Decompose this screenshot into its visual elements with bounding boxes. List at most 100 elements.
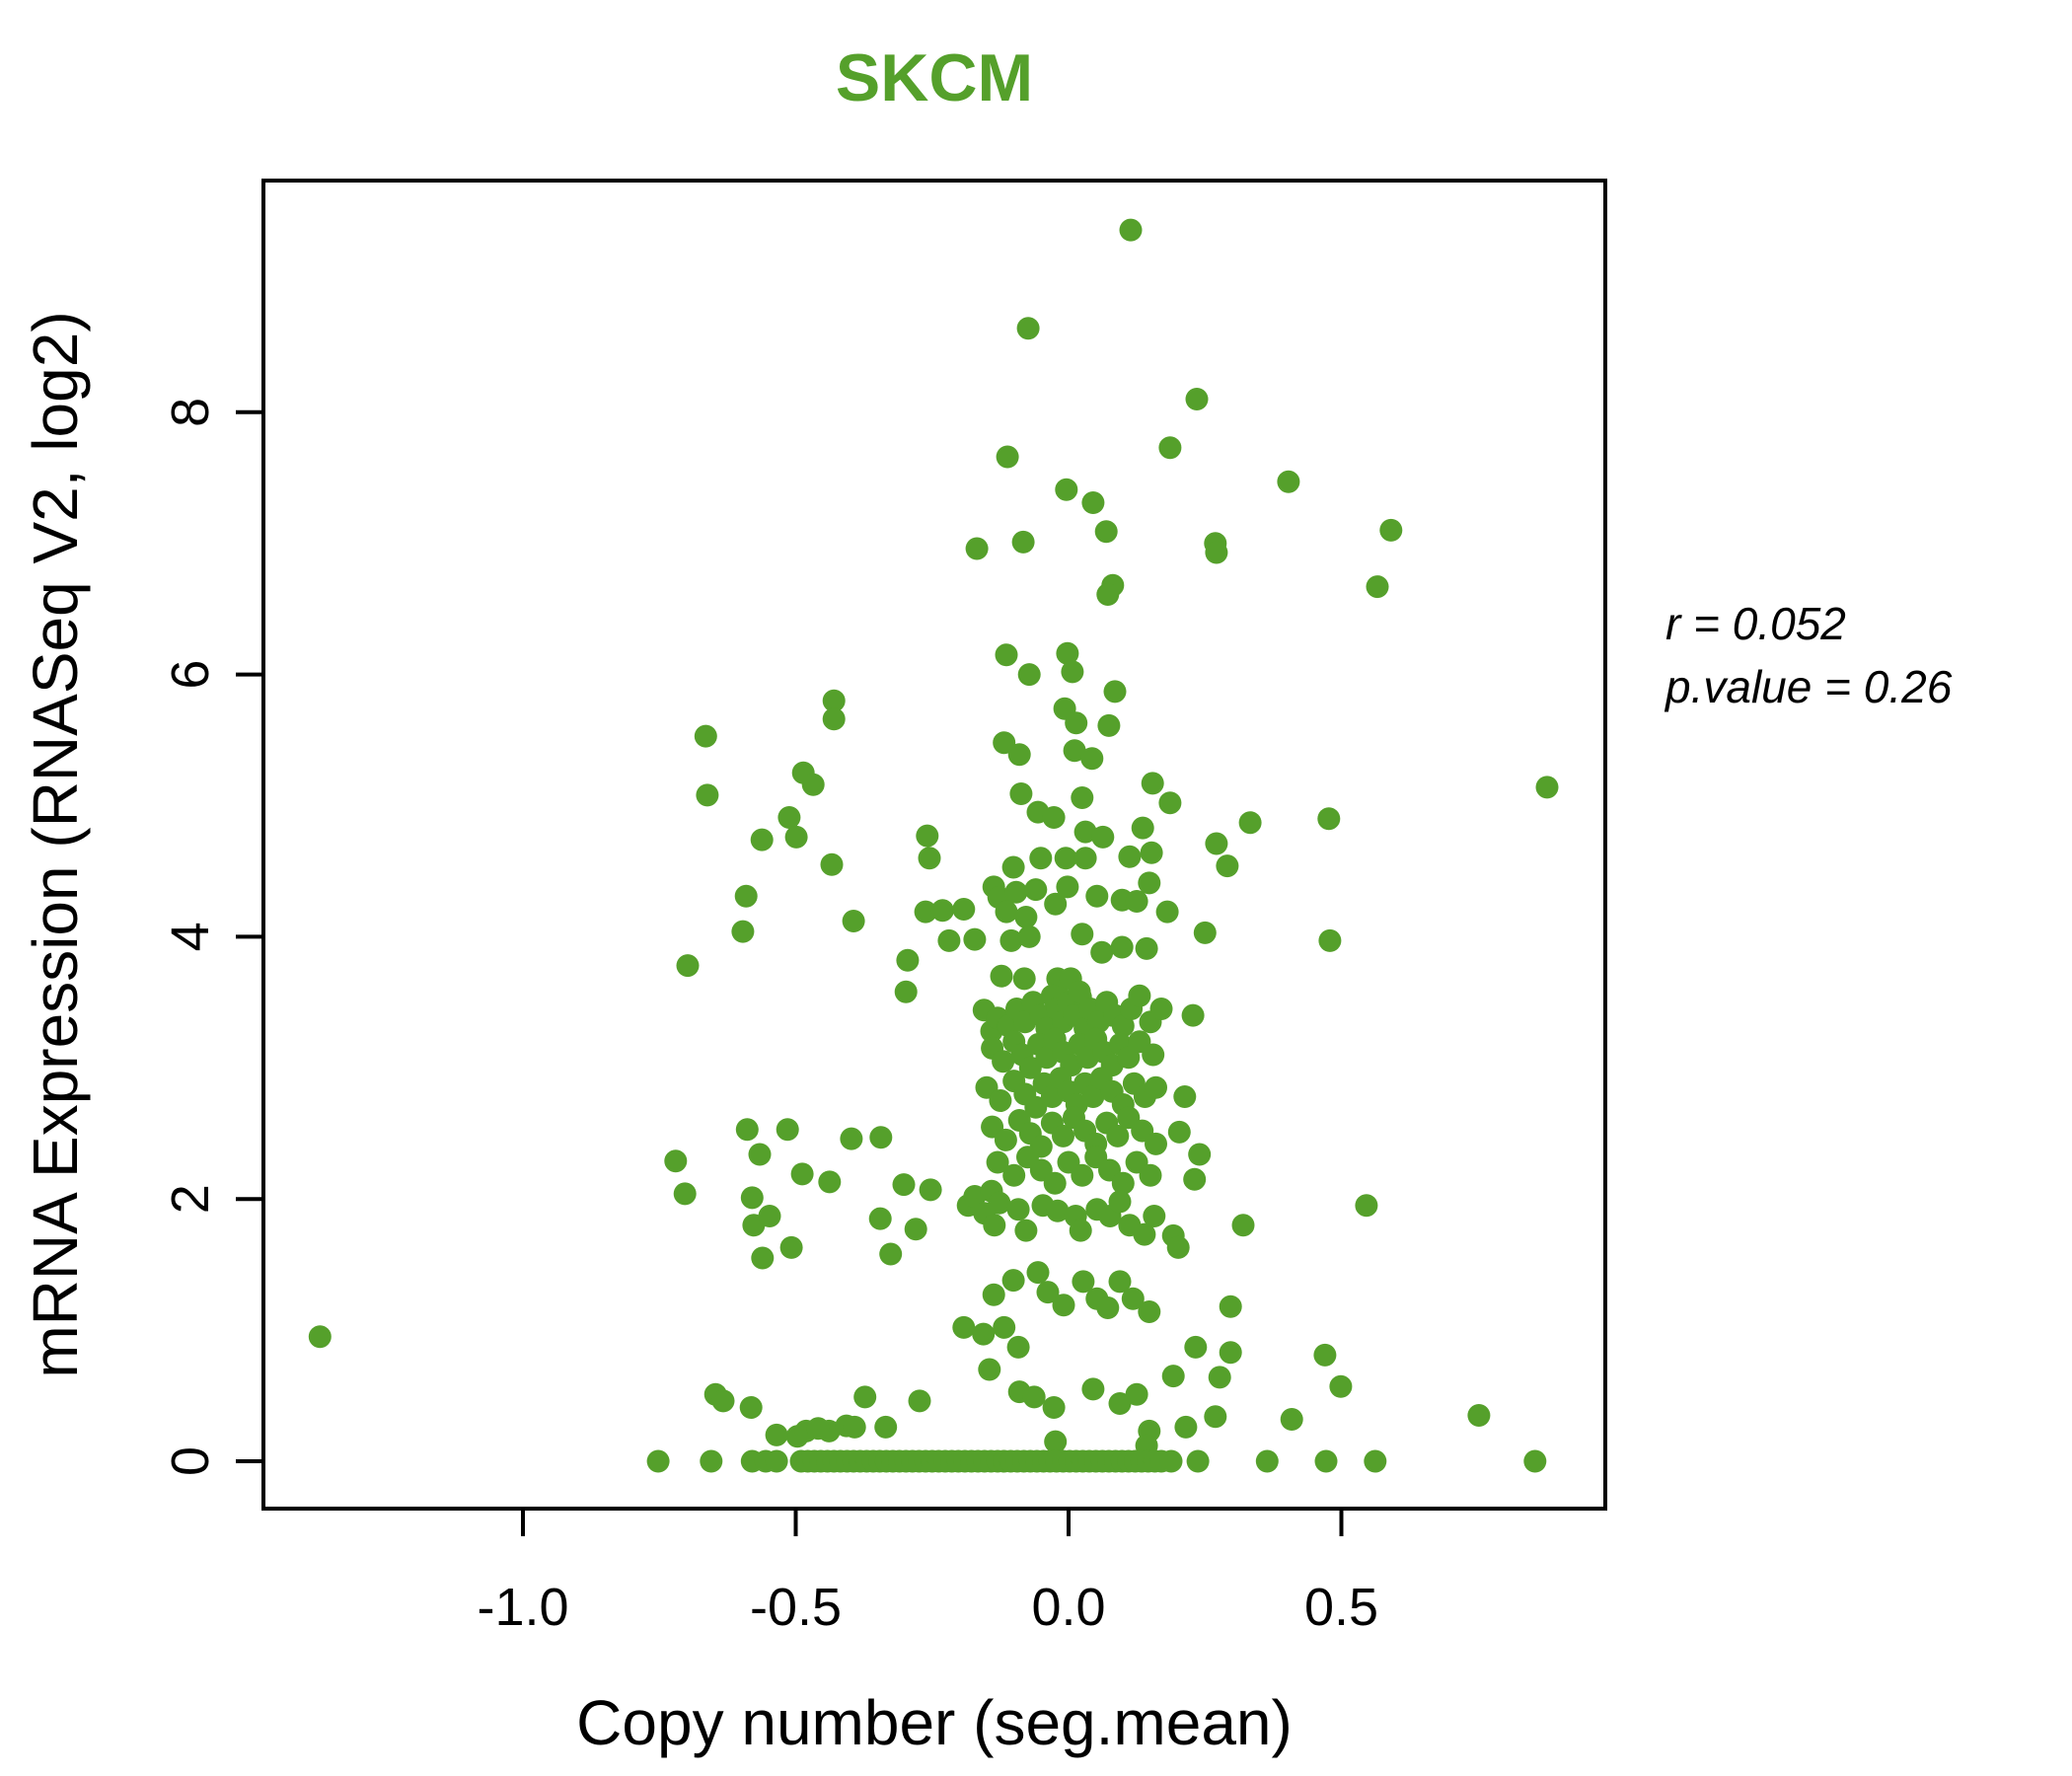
data-point [1155,900,1179,924]
data-point [1219,1295,1242,1318]
data-point [1329,1374,1353,1398]
data-point [1166,1235,1190,1259]
data-point [1024,1095,1048,1119]
x-axis-label: Copy number (seg.mean) [576,1687,1293,1758]
data-point [1017,663,1041,687]
data-point [869,1126,893,1149]
data-point [990,964,1013,988]
data-point [840,1127,863,1150]
data-point [1042,806,1066,829]
data-point [1042,1396,1066,1419]
data-point [919,1178,942,1202]
data-point [1193,921,1217,944]
data-point [904,1218,927,1241]
correlation-pvalue-annotation: p.value = 0.26 [1664,661,1953,712]
data-point [731,920,755,943]
data-point [918,847,941,870]
data-point [1071,1163,1094,1187]
data-point [1119,218,1143,242]
data-point [842,910,865,932]
data-point [1317,807,1341,831]
data-point [750,828,774,851]
data-point [1090,940,1114,964]
data-point [1280,1408,1303,1431]
data-point [1141,772,1164,795]
data-point [1024,878,1048,902]
data-point [1043,1171,1067,1195]
data-point [986,1150,1009,1174]
data-point [937,928,961,952]
data-point [1143,1205,1166,1227]
data-point [1029,847,1053,870]
data-point [664,1149,688,1173]
data-point [894,980,918,1003]
data-point [1011,530,1035,554]
data-point [1073,820,1097,844]
data-point [1158,791,1182,815]
data-point [1036,1281,1060,1304]
data-point [1108,1270,1132,1294]
data-point [1467,1404,1491,1427]
data-point [1006,1335,1030,1359]
data-point [1167,1120,1191,1144]
data-point [1140,841,1163,864]
data-point [1044,1430,1068,1453]
correlation-r-annotation: r = 0.052 [1665,598,1846,649]
data-point [1138,1300,1161,1323]
data-point [765,1423,788,1446]
data-point [1073,847,1097,870]
scatter-points [308,218,1559,1473]
data-point [1185,388,1209,410]
data-point [1149,998,1173,1020]
data-point [1216,854,1239,878]
data-point [874,1415,898,1439]
y-tick-label: 8 [161,398,220,427]
data-point [1094,520,1118,544]
data-point [1379,518,1403,542]
data-point [1205,541,1228,564]
data-point [853,1385,877,1409]
x-tick-label: 0.0 [1031,1578,1105,1637]
data-point [916,824,939,848]
data-point [1044,892,1068,916]
data-point [1052,1294,1075,1317]
data-point [952,898,976,921]
data-point [1061,660,1084,684]
data-point [1096,583,1120,606]
data-point [1026,1261,1050,1285]
data-point [1139,1163,1162,1187]
data-point [806,1417,830,1441]
data-point [1161,1365,1185,1388]
data-point [1085,884,1109,908]
data-point [765,1449,788,1473]
data-point [965,537,989,560]
y-tick-label: 6 [161,660,220,690]
data-point [1106,1124,1130,1147]
data-point [999,928,1023,952]
data-point [1364,1449,1387,1473]
data-point [996,445,1019,469]
data-point [779,1235,803,1259]
data-point [1007,743,1031,767]
y-tick-label: 4 [161,922,220,951]
data-point [1138,871,1161,895]
data-point [1017,925,1041,948]
data-point [673,1182,697,1206]
data-point [1091,825,1115,849]
data-point [1238,811,1262,835]
data-point [1183,1167,1207,1191]
data-point [1145,1075,1167,1099]
data-point [1121,1287,1145,1310]
data-point [822,689,846,712]
data-point [1523,1449,1547,1473]
data-point [790,1162,814,1186]
data-point [1111,1014,1135,1038]
data-point [1103,680,1127,703]
y-axis-ticks: 0 2 4 6 8 [161,398,263,1476]
data-point [879,1242,903,1266]
data-point [1081,1377,1105,1401]
data-point [1054,847,1077,870]
data-point [1117,1046,1141,1070]
data-point [1056,641,1079,665]
data-point [776,1118,799,1142]
